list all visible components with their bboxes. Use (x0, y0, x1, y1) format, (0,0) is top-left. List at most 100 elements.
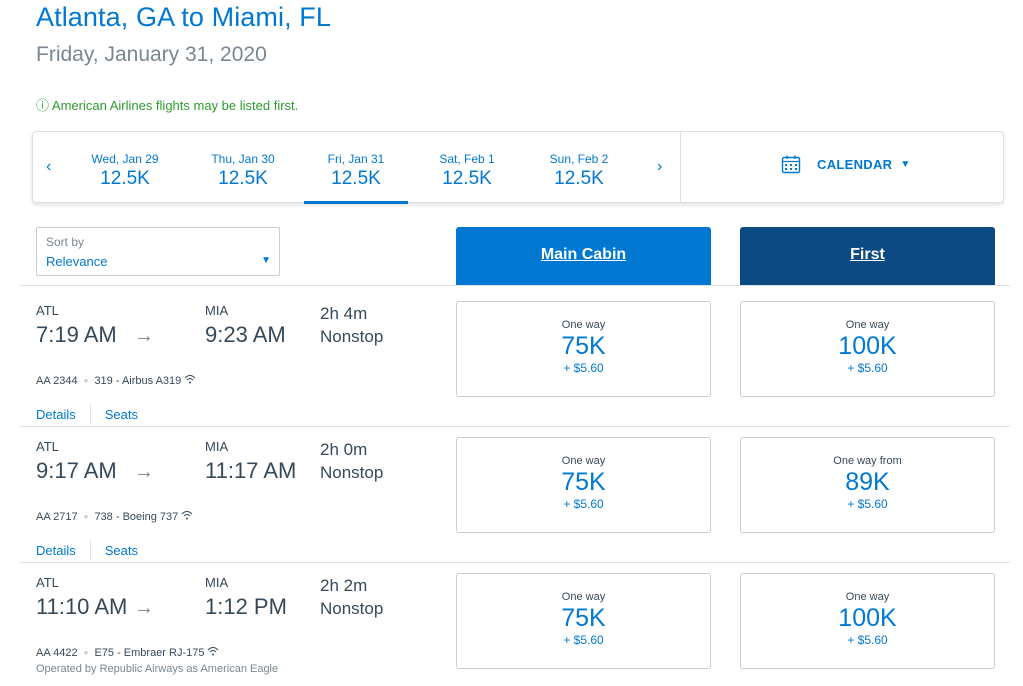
date-bar-divider (680, 132, 681, 202)
fare-tax: + $5.60 (847, 497, 888, 511)
calendar-label: CALENDAR (817, 156, 893, 172)
date-option-wed-jan-29[interactable]: Wed, Jan 29 12.5K (73, 152, 177, 204)
chevron-right-icon[interactable]: › (657, 158, 663, 175)
fare-label: One way from (833, 455, 902, 467)
cabin-header-main[interactable]: Main Cabin (456, 227, 711, 286)
seats-link[interactable]: Seats (104, 542, 138, 558)
flight-number: AA 2344 (36, 374, 78, 387)
fare-points: 75K (561, 332, 606, 360)
link-separator (89, 405, 91, 423)
depart-time: 9:17 AM (36, 458, 117, 483)
wifi-icon (184, 374, 196, 387)
cabin-header-first[interactable]: First (740, 227, 995, 286)
date-option-thu-jan-30[interactable]: Thu, Jan 30 12.5K (191, 152, 295, 204)
origin-code: ATL (36, 439, 59, 454)
fare-main-cabin[interactable]: One way 75K + $5.60 (456, 437, 711, 533)
details-link[interactable]: Details (36, 542, 76, 558)
stops: Nonstop (320, 599, 384, 618)
dot-separator: ● (83, 512, 89, 521)
row-divider (20, 426, 1010, 427)
fare-label: One way (561, 455, 606, 467)
arrive-time: 1:12 PM (205, 594, 287, 619)
date-carousel: ‹ Wed, Jan 29 12.5K Thu, Jan 30 12.5K Fr… (32, 131, 1004, 204)
fare-label: One way (561, 319, 606, 331)
fare-first[interactable]: One way 100K + $5.60 (740, 573, 995, 669)
flight-row: ATL 7:19 AM → MIA 9:23 AM 2h 4m Nonstop … (0, 287, 1023, 423)
date-price: 12.5K (218, 168, 268, 189)
fare-label: One way (845, 591, 890, 603)
travel-date: Friday, January 31, 2020 (36, 43, 267, 66)
depart-time: 7:19 AM (36, 322, 117, 347)
arrow-right-icon: → (134, 461, 154, 483)
date-price: 12.5K (442, 168, 492, 189)
flight-info: AA 4422 ● E75 - Embraer RJ-175 (36, 646, 219, 659)
wifi-icon (207, 646, 219, 659)
chevron-left-icon[interactable]: ‹ (46, 158, 52, 175)
origin-code: ATL (36, 303, 59, 318)
calendar-button[interactable]: CALENDAR ▼ (781, 154, 910, 174)
fare-main-cabin[interactable]: One way 75K + $5.60 (456, 573, 711, 669)
stops: Nonstop (320, 463, 384, 482)
fare-points: 75K (561, 468, 606, 496)
link-separator (89, 541, 91, 559)
page-title: Atlanta, GA to Miami, FL (36, 2, 332, 32)
duration: 2h 4m (320, 304, 368, 323)
date-label: Fri, Jan 31 (327, 152, 385, 166)
fare-label: One way (561, 591, 606, 603)
date-option-sat-feb-1[interactable]: Sat, Feb 1 12.5K (415, 152, 519, 204)
sort-label: Sort by (46, 235, 85, 249)
flight-info: AA 2344 ● 319 - Airbus A319 (36, 374, 196, 387)
flight-number: AA 2717 (36, 510, 78, 523)
fare-main-cabin[interactable]: One way 75K + $5.60 (456, 301, 711, 397)
fare-tax: + $5.60 (847, 633, 888, 647)
operated-by: Operated by Republic Airways as American… (36, 663, 279, 675)
fare-first[interactable]: One way 100K + $5.60 (740, 301, 995, 397)
seats-link[interactable]: Seats (104, 406, 138, 422)
wifi-icon (181, 510, 193, 523)
depart-time: 11:10 AM (36, 594, 128, 619)
date-price: 12.5K (331, 168, 381, 189)
fare-tax: + $5.60 (563, 361, 604, 375)
dest-code: MIA (205, 303, 229, 318)
american-airlines-notice: ⓘ American Airlines flights may be liste… (36, 98, 299, 113)
arrow-right-icon: → (134, 325, 154, 347)
date-label: Sat, Feb 1 (439, 152, 495, 166)
fare-first[interactable]: One way from 89K + $5.60 (740, 437, 995, 533)
fare-tax: + $5.60 (563, 497, 604, 511)
flight-links: Details Seats (36, 541, 138, 559)
date-price: 12.5K (554, 168, 604, 189)
arrive-time: 11:17 AM (205, 458, 297, 483)
fare-tax: + $5.60 (563, 633, 604, 647)
aircraft: 738 - Boeing 737 (94, 510, 179, 523)
date-price: 12.5K (100, 168, 150, 189)
duration: 2h 0m (320, 440, 368, 459)
details-link[interactable]: Details (36, 406, 76, 422)
date-option-fri-jan-31[interactable]: Fri, Jan 31 12.5K (304, 152, 408, 204)
fare-points: 100K (838, 332, 897, 360)
origin-code: ATL (36, 575, 59, 590)
caret-down-icon: ▼ (900, 158, 911, 170)
flight-row: ATL 11:10 AM → MIA 1:12 PM 2h 2m Nonstop… (0, 559, 1023, 686)
row-divider (20, 562, 1010, 563)
calendar-icon (781, 154, 801, 174)
dot-separator: ● (83, 376, 89, 385)
fare-points: 89K (845, 468, 890, 496)
flight-number: AA 4422 (36, 646, 78, 659)
sort-select[interactable]: Sort by Relevance ▼ (36, 227, 280, 276)
arrow-right-icon: → (134, 597, 154, 619)
dest-code: MIA (205, 575, 229, 590)
stops: Nonstop (320, 327, 384, 346)
arrive-time: 9:23 AM (205, 322, 286, 347)
aircraft: E75 - Embraer RJ-175 (94, 646, 205, 659)
fare-points: 100K (838, 604, 897, 632)
fare-tax: + $5.60 (847, 361, 888, 375)
sort-value: Relevance (46, 254, 108, 269)
dest-code: MIA (205, 439, 229, 454)
date-label: Thu, Jan 30 (211, 152, 275, 166)
date-option-sun-feb-2[interactable]: Sun, Feb 2 12.5K (527, 152, 631, 204)
aircraft: 319 - Airbus A319 (94, 374, 182, 387)
date-label: Wed, Jan 29 (91, 152, 159, 166)
date-label: Sun, Feb 2 (549, 152, 609, 166)
flight-info: AA 2717 ● 738 - Boeing 737 (36, 510, 193, 523)
row-divider (20, 285, 1010, 286)
